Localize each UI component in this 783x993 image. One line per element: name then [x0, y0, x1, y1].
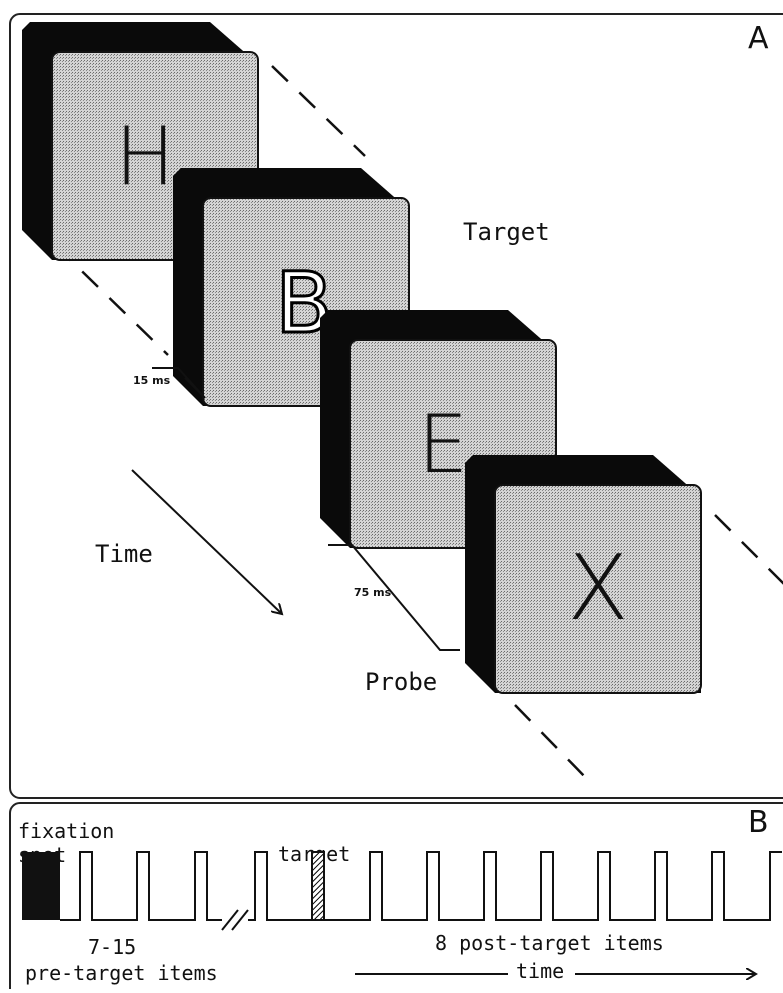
time-label: Time — [95, 540, 153, 568]
pre-count: 7-15 — [88, 935, 136, 959]
duration-label: 75 ms — [354, 586, 392, 599]
pre-label: pre-target items — [25, 961, 218, 985]
stimulus-card: X — [465, 455, 702, 694]
target-label: Target — [463, 218, 550, 246]
probe-label: Probe — [365, 668, 437, 696]
pulse-train — [60, 851, 782, 921]
panel-label: A — [748, 21, 769, 56]
guide-lines — [54, 65, 783, 783]
card-face — [494, 484, 702, 694]
post-label: 8 post-target items — [435, 931, 664, 955]
card-letter: E — [418, 398, 469, 491]
duration-brackets — [152, 367, 460, 651]
target-pulse — [311, 851, 325, 921]
time-label: time — [516, 959, 564, 983]
time-arrow — [131, 469, 282, 614]
fixation-label: fixation — [18, 819, 114, 843]
duration-label: 15 ms — [133, 374, 171, 387]
card-letter: H — [115, 110, 175, 203]
break-mark — [221, 909, 249, 931]
card-letter: X — [567, 536, 629, 641]
panel-b-frame — [9, 802, 783, 993]
panel-label: B — [748, 805, 769, 840]
panel-a-frame — [9, 13, 783, 799]
fixation-spot — [22, 852, 60, 920]
